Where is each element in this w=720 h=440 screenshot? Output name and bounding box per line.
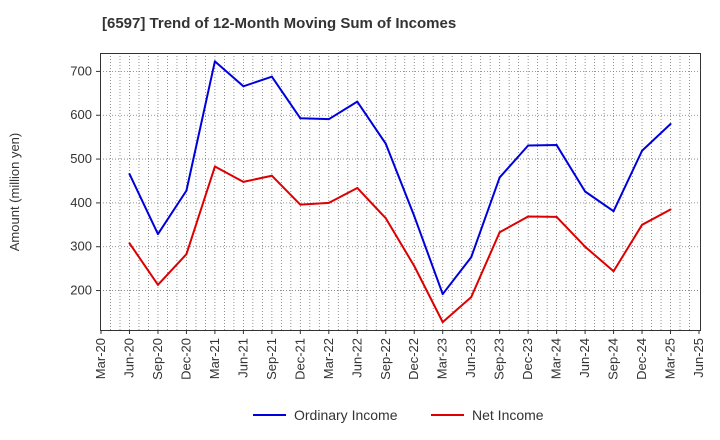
data-point-net-income	[470, 296, 473, 299]
y-tick-label: 300	[70, 239, 92, 254]
data-point-net-income	[527, 215, 530, 218]
data-point-ordinary-income	[185, 189, 188, 192]
x-tick-label: Jun-23	[463, 338, 478, 378]
data-point-net-income	[555, 215, 558, 218]
grid	[100, 53, 700, 330]
x-axis: Mar-20 Jun-20 Sep-20 Dec-20 Mar-21 Jun-21 Sep-…	[93, 330, 706, 380]
data-point-ordinary-income	[527, 144, 530, 147]
data-point-net-income	[384, 217, 387, 220]
x-tick-label: Jun-20	[121, 338, 136, 378]
y-tick-label: 400	[70, 195, 92, 210]
data-point-net-income	[299, 203, 302, 206]
data-point-net-income	[413, 265, 416, 268]
y-tick-label: 700	[70, 63, 92, 78]
plot-area-border	[100, 53, 701, 331]
data-point-ordinary-income	[384, 142, 387, 145]
data-point-ordinary-income	[356, 100, 359, 103]
y-axis: 200 300 400 500 600 700	[70, 63, 100, 298]
legend-label: Net Income	[472, 407, 544, 423]
legend: Ordinary Income Net Income	[253, 407, 544, 423]
x-tick-label: Mar-25	[663, 338, 678, 379]
y-axis-title: Amount (million yen)	[7, 133, 22, 252]
y-tick-label: 500	[70, 151, 92, 166]
data-point-ordinary-income	[584, 190, 587, 193]
data-point-ordinary-income	[413, 215, 416, 218]
data-point-net-income	[669, 208, 672, 211]
x-tick-label: Sep-24	[606, 338, 621, 380]
x-tick-label: Dec-22	[406, 338, 421, 380]
x-tick-label: Jun-25	[691, 338, 706, 378]
x-tick-label: Jun-22	[349, 338, 364, 378]
x-tick-label: Mar-21	[207, 338, 222, 379]
x-tick-label: Sep-22	[378, 338, 393, 380]
legend-label: Ordinary Income	[294, 407, 398, 423]
y-tick-label: 600	[70, 107, 92, 122]
data-point-net-income	[242, 180, 245, 183]
data-point-ordinary-income	[669, 123, 672, 126]
data-point-ordinary-income	[441, 293, 444, 296]
data-point-net-income	[185, 253, 188, 256]
x-tick-label: Mar-23	[435, 338, 450, 379]
data-point-net-income	[612, 270, 615, 273]
data-point-net-income	[441, 321, 444, 324]
data-point-ordinary-income	[555, 144, 558, 147]
data-point-net-income	[498, 231, 501, 234]
data-point-net-income	[356, 186, 359, 189]
data-point-net-income	[128, 242, 131, 245]
data-point-ordinary-income	[156, 233, 159, 236]
data-point-ordinary-income	[470, 256, 473, 259]
x-tick-label: Mar-20	[93, 338, 108, 379]
x-tick-label: Dec-20	[178, 338, 193, 380]
data-point-ordinary-income	[128, 172, 131, 175]
data-point-ordinary-income	[327, 118, 330, 121]
x-tick-label: Dec-24	[634, 338, 649, 380]
series-lines	[128, 60, 672, 324]
x-tick-label: Mar-24	[549, 338, 564, 379]
x-tick-label: Sep-21	[264, 338, 279, 380]
x-tick-label: Sep-23	[492, 338, 507, 380]
x-tick-label: Dec-23	[520, 338, 535, 380]
data-point-ordinary-income	[270, 75, 273, 78]
x-tick-label: Jun-21	[235, 338, 250, 378]
data-point-net-income	[270, 174, 273, 177]
x-tick-label: Jun-24	[577, 338, 592, 378]
data-point-net-income	[213, 165, 216, 168]
data-point-ordinary-income	[299, 117, 302, 120]
data-point-net-income	[584, 245, 587, 248]
data-point-ordinary-income	[641, 149, 644, 152]
data-point-ordinary-income	[612, 210, 615, 213]
y-tick-label: 200	[70, 283, 92, 298]
x-tick-label: Mar-22	[321, 338, 336, 379]
data-point-ordinary-income	[498, 176, 501, 179]
x-tick-label: Dec-21	[292, 338, 307, 380]
x-tick-label: Sep-20	[150, 338, 165, 380]
data-point-ordinary-income	[242, 85, 245, 88]
data-point-net-income	[327, 201, 330, 204]
data-point-net-income	[156, 283, 159, 286]
data-point-net-income	[641, 223, 644, 226]
series-line-net-income	[128, 165, 671, 324]
data-point-ordinary-income	[213, 60, 216, 63]
series-line-ordinary-income	[128, 60, 672, 296]
chart-title: [6597] Trend of 12-Month Moving Sum of I…	[102, 15, 457, 32]
